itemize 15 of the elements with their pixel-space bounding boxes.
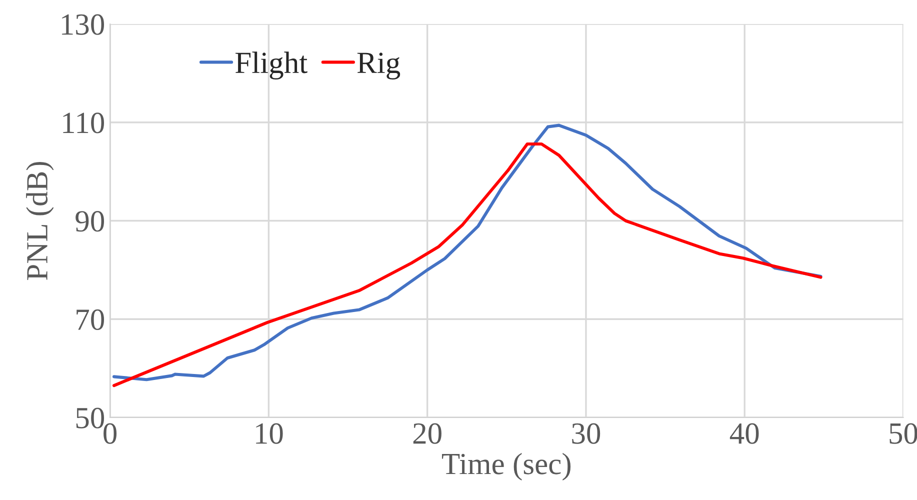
x-tick-label: 20 (413, 423, 442, 444)
y-tick-label: 90 (76, 211, 104, 232)
y-tick-label: 70 (76, 309, 104, 330)
legend-label: Flight (235, 52, 308, 80)
legend-label: Rig (357, 52, 400, 80)
y-tick-label: 110 (63, 112, 104, 134)
x-tick-label: 50 (890, 423, 917, 444)
x-tick-label: 0 (104, 423, 117, 444)
x-axis-title: Time (sec) (442, 452, 571, 481)
y-tick-label: 50 (76, 408, 104, 428)
x-tick-label: 10 (256, 423, 283, 444)
x-tick-label: 30 (572, 423, 600, 444)
y-axis-title: PNL (dB) (26, 162, 54, 280)
x-tick-label: 40 (730, 423, 759, 444)
y-tick-label: 130 (62, 14, 104, 35)
